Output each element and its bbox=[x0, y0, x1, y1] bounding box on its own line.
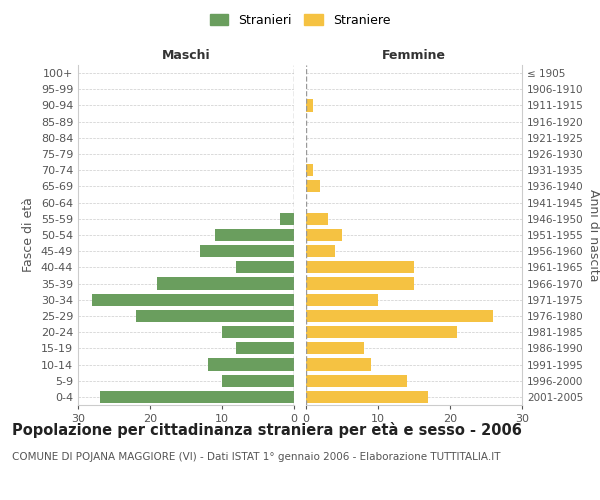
Bar bbox=[222, 326, 294, 338]
Bar bbox=[92, 294, 294, 306]
Bar bbox=[306, 245, 335, 258]
Bar bbox=[306, 342, 364, 354]
Text: Popolazione per cittadinanza straniera per età e sesso - 2006: Popolazione per cittadinanza straniera p… bbox=[12, 422, 522, 438]
Bar bbox=[136, 310, 294, 322]
Bar bbox=[306, 294, 378, 306]
Bar bbox=[208, 358, 294, 370]
Bar bbox=[306, 358, 371, 370]
Bar bbox=[157, 278, 294, 289]
Bar bbox=[306, 212, 328, 225]
Bar bbox=[306, 391, 428, 403]
Legend: Stranieri, Straniere: Stranieri, Straniere bbox=[205, 8, 395, 32]
Bar bbox=[306, 326, 457, 338]
Bar bbox=[306, 278, 414, 289]
Bar bbox=[280, 212, 294, 225]
Bar bbox=[306, 262, 414, 274]
Bar bbox=[306, 229, 342, 241]
Text: Maschi: Maschi bbox=[161, 50, 211, 62]
Bar bbox=[306, 164, 313, 176]
Text: COMUNE DI POJANA MAGGIORE (VI) - Dati ISTAT 1° gennaio 2006 - Elaborazione TUTTI: COMUNE DI POJANA MAGGIORE (VI) - Dati IS… bbox=[12, 452, 500, 462]
Bar bbox=[306, 100, 313, 112]
Bar bbox=[200, 245, 294, 258]
Text: Femmine: Femmine bbox=[382, 50, 446, 62]
Bar bbox=[215, 229, 294, 241]
Bar bbox=[306, 374, 407, 387]
Bar bbox=[100, 391, 294, 403]
Bar bbox=[306, 180, 320, 192]
Bar bbox=[236, 262, 294, 274]
Bar bbox=[306, 310, 493, 322]
Y-axis label: Fasce di età: Fasce di età bbox=[22, 198, 35, 272]
Y-axis label: Anni di nascita: Anni di nascita bbox=[587, 188, 600, 281]
Bar bbox=[222, 374, 294, 387]
Bar bbox=[236, 342, 294, 354]
